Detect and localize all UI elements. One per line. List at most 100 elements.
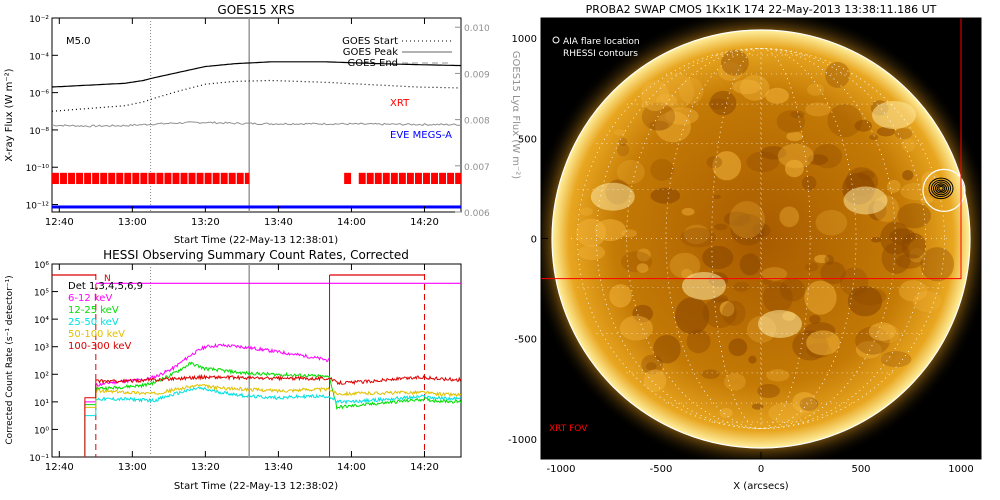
hessi-y-tick-label: 10⁰ <box>34 426 49 436</box>
solar-feature <box>718 62 744 81</box>
xrt-coverage-block <box>236 172 244 185</box>
solar-feature <box>761 267 788 281</box>
solar-feature <box>721 49 749 76</box>
solar-feature <box>806 330 840 356</box>
goes-y-tick-label: 10⁻¹² <box>26 202 50 212</box>
hessi-y-tick-label: 10⁶ <box>34 261 49 271</box>
solar-feature <box>653 334 681 364</box>
hessi-legend-entry: 100-300 keV <box>68 341 132 352</box>
solar-feature <box>702 245 734 270</box>
hessi-panel: HESSI Observing Summary Count Rates, Cor… <box>5 248 462 492</box>
goes-axes: 12:40 13:00 13:20 13:40 14:00 14:20 10⁻¹² 10⁻¹⁰… <box>26 15 490 228</box>
hessi-y-tick-label: 10¹ <box>34 399 49 409</box>
solar-feature <box>619 315 653 341</box>
rhessi-contour <box>936 184 946 193</box>
solar-feature <box>853 287 887 306</box>
solar-feature <box>762 281 793 314</box>
solar-feature <box>712 194 722 199</box>
hessi-x-tick-label: 14:20 <box>410 462 439 473</box>
hessi-y-tick-label: 10⁴ <box>34 316 49 326</box>
solar-feature <box>578 244 606 261</box>
solar-feature <box>815 209 848 236</box>
goes-x-tick-label: 14:20 <box>410 217 439 228</box>
solar-feature <box>847 286 883 317</box>
hessi-series-group <box>52 264 461 457</box>
goes-y-right-tick-label: 0.010 <box>464 24 490 34</box>
goes-y-tick-label: 10⁻⁶ <box>29 90 49 100</box>
hessi-x-tick-label: 14:00 <box>337 462 366 473</box>
solar-feature <box>580 207 593 216</box>
image-panel: PROBA2 SWAP CMOS 1Kx1K 174 22-May-2013 1… <box>508 3 982 492</box>
hessi-title: HESSI Observing Summary Count Rates, Cor… <box>103 248 409 262</box>
solar-feature <box>777 143 814 169</box>
solar-feature <box>656 93 678 107</box>
xrt-coverage-block <box>439 172 447 185</box>
solar-feature <box>751 403 764 410</box>
solar-feature <box>920 196 934 204</box>
solar-feature <box>706 156 723 169</box>
limb-outline <box>551 29 971 449</box>
solar-feature <box>680 227 717 248</box>
solar-feature <box>790 110 805 119</box>
solar-feature <box>776 110 806 133</box>
goes-y-tick-label: 10⁻⁴ <box>29 52 49 62</box>
xrt-coverage-block <box>52 172 59 185</box>
solar-feature <box>824 254 834 265</box>
solar-feature <box>617 143 630 157</box>
xrt-coverage-block <box>92 172 100 185</box>
solar-feature <box>869 134 879 141</box>
xrt-coverage-block <box>196 172 204 185</box>
solar-feature <box>712 151 742 181</box>
xrt-coverage-block <box>68 172 76 185</box>
goes-x-tick-label: 13:00 <box>118 217 147 228</box>
goes-ylabel-right: GOES15 Lyα Flux (W m⁻²) <box>510 51 521 179</box>
xrt-coverage-block <box>447 172 455 185</box>
solar-feature <box>616 159 645 185</box>
solar-feature <box>920 247 955 282</box>
goes-y-tick-label: 10⁻¹⁰ <box>26 164 50 174</box>
solar-feature <box>609 284 632 308</box>
hessi-legend-entry: 12-25 keV <box>68 305 119 316</box>
solar-feature <box>739 74 770 101</box>
xrt-coverage-block <box>431 172 438 185</box>
rhessi-legend-icon <box>552 48 560 56</box>
xrt-coverage-block <box>344 172 352 185</box>
solar-feature <box>641 354 663 375</box>
hessi-x-tick-label: 12:40 <box>45 462 74 473</box>
active-region <box>843 186 888 215</box>
solar-feature <box>808 314 821 324</box>
hessi-xlabel: Start Time (22-May-13 12:38:02) <box>174 481 338 492</box>
xrt-coverage-block <box>366 172 374 185</box>
solar-feature <box>613 129 626 136</box>
xrt-coverage-block <box>100 172 108 185</box>
goes-y-right-tick-label: 0.007 <box>464 163 490 173</box>
aia-flare-circle <box>922 168 966 212</box>
solar-feature <box>798 397 818 418</box>
rhessi-contour <box>935 183 947 194</box>
hessi-x-tick-label: 13:40 <box>264 462 293 473</box>
xrt-coverage-block <box>398 172 406 185</box>
rhessi-contour <box>928 177 954 200</box>
solar-texture <box>576 49 955 424</box>
image-y-tick-label: 1000 <box>512 34 537 45</box>
xrt-coverage-block <box>382 172 390 185</box>
hessi-x-tick-label: 13:20 <box>191 462 220 473</box>
goes-y-right-tick-label: 0.008 <box>464 117 490 127</box>
rhessi-contour <box>933 181 949 196</box>
xrt-coverage-block <box>124 172 132 185</box>
solar-feature <box>618 137 628 146</box>
image-legend-aia: AIA flare location <box>563 37 640 47</box>
active-region <box>682 272 726 300</box>
solar-feature <box>779 206 800 228</box>
solar-feature <box>752 223 771 238</box>
goes-y-tick-label: 10⁻² <box>29 15 49 25</box>
xrt-coverage-block <box>84 172 92 185</box>
solar-feature <box>762 278 773 285</box>
solar-feature <box>733 281 750 292</box>
solar-feature <box>760 146 787 160</box>
goes-x-tick-label: 12:40 <box>45 217 74 228</box>
goes-y-tick-label: 10⁻⁸ <box>29 127 49 137</box>
active-region <box>872 101 916 129</box>
xrt-fov-box <box>541 18 962 280</box>
